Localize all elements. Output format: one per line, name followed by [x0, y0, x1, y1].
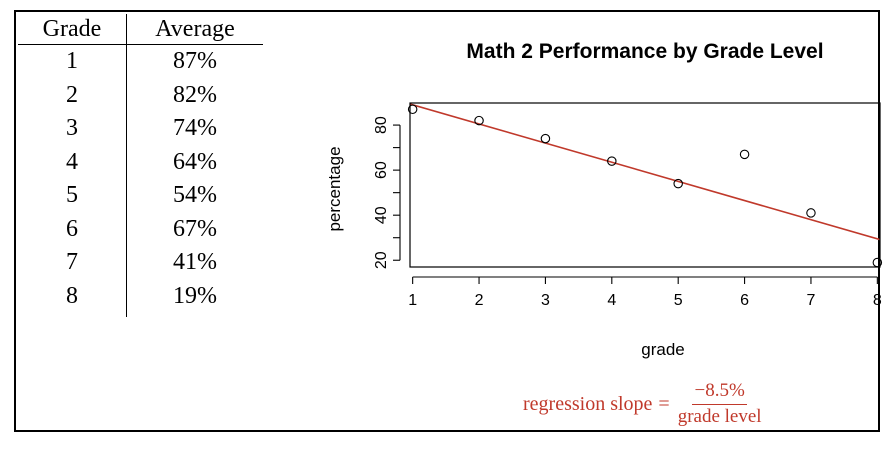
- y-tick-label: 80: [373, 116, 390, 134]
- average-cell: 19%: [173, 282, 217, 309]
- average-cell: 74%: [173, 115, 217, 141]
- slope-denominator: grade level: [677, 406, 762, 427]
- average-cell: 87%: [173, 48, 217, 74]
- data-point: [474, 115, 484, 126]
- table-row: 1 87%: [18, 44, 263, 79]
- figure-frame: [14, 10, 880, 432]
- equals-sign: =: [658, 392, 670, 415]
- grade-cell: 8: [18, 279, 127, 317]
- regression-line: [410, 103, 880, 241]
- regression-slope-annotation: regression slope = −8.5% grade level: [523, 380, 762, 428]
- data-point: [673, 178, 683, 189]
- grade-cell: 5: [18, 179, 127, 213]
- grade-column-header: Grade: [18, 14, 127, 45]
- table-row: 3 74%: [18, 112, 263, 146]
- x-tick-label: 2: [475, 292, 484, 309]
- average-column-header: Average: [126, 14, 263, 45]
- grade-cell: 3: [18, 112, 127, 146]
- data-point: [607, 156, 617, 166]
- slope-label: regression slope: [523, 392, 653, 415]
- x-tick-label: 3: [541, 292, 550, 309]
- table-row: 7 41%: [18, 246, 263, 280]
- chart-title: Math 2 Performance by Grade Level: [466, 40, 824, 63]
- slope-numerator: −8.5%: [692, 380, 747, 405]
- table-row: 4 64%: [18, 145, 263, 179]
- grade-average-table: Grade Average 1 87% 2 82% 3 74% 4 64% 5 54% 6…: [18, 14, 263, 317]
- grade-cell: 7: [18, 246, 127, 280]
- average-cell: 64%: [173, 148, 217, 175]
- data-point: [806, 208, 816, 218]
- y-axis-label: percentage: [325, 146, 344, 231]
- grade-cell: 6: [18, 212, 127, 246]
- table-row: 6 67%: [18, 212, 263, 246]
- average-cell: 54%: [173, 182, 217, 208]
- table-row: 5 54%: [18, 179, 263, 213]
- grade-cell: 4: [18, 145, 127, 179]
- plot-area: [409, 102, 881, 268]
- grade-cell: 1: [18, 44, 127, 79]
- x-tick-label: 1: [408, 292, 417, 309]
- average-cell: 67%: [173, 215, 217, 242]
- x-tick-label: 4: [607, 292, 616, 309]
- y-tick-label: 40: [373, 206, 390, 224]
- y-tick-label: 20: [373, 251, 390, 269]
- x-tick-label: 8: [873, 292, 882, 309]
- table-row: 2 82%: [18, 78, 263, 112]
- x-tick-label: 6: [740, 292, 749, 309]
- x-tick-label: 7: [807, 292, 816, 309]
- data-point: [540, 133, 551, 144]
- data-point: [739, 149, 750, 160]
- grade-cell: 2: [18, 78, 127, 112]
- data-point: [872, 257, 883, 268]
- x-axis-label: grade: [641, 340, 684, 359]
- average-cell: 41%: [173, 249, 217, 275]
- x-tick-label: 5: [674, 292, 683, 309]
- table-row: 8 19%: [18, 279, 263, 317]
- table-header-row: Grade Average: [18, 14, 263, 45]
- data-point: [407, 104, 418, 115]
- slope-fraction: −8.5% grade level: [678, 380, 762, 428]
- average-cell: 82%: [173, 81, 217, 108]
- y-tick-label: 60: [373, 161, 390, 179]
